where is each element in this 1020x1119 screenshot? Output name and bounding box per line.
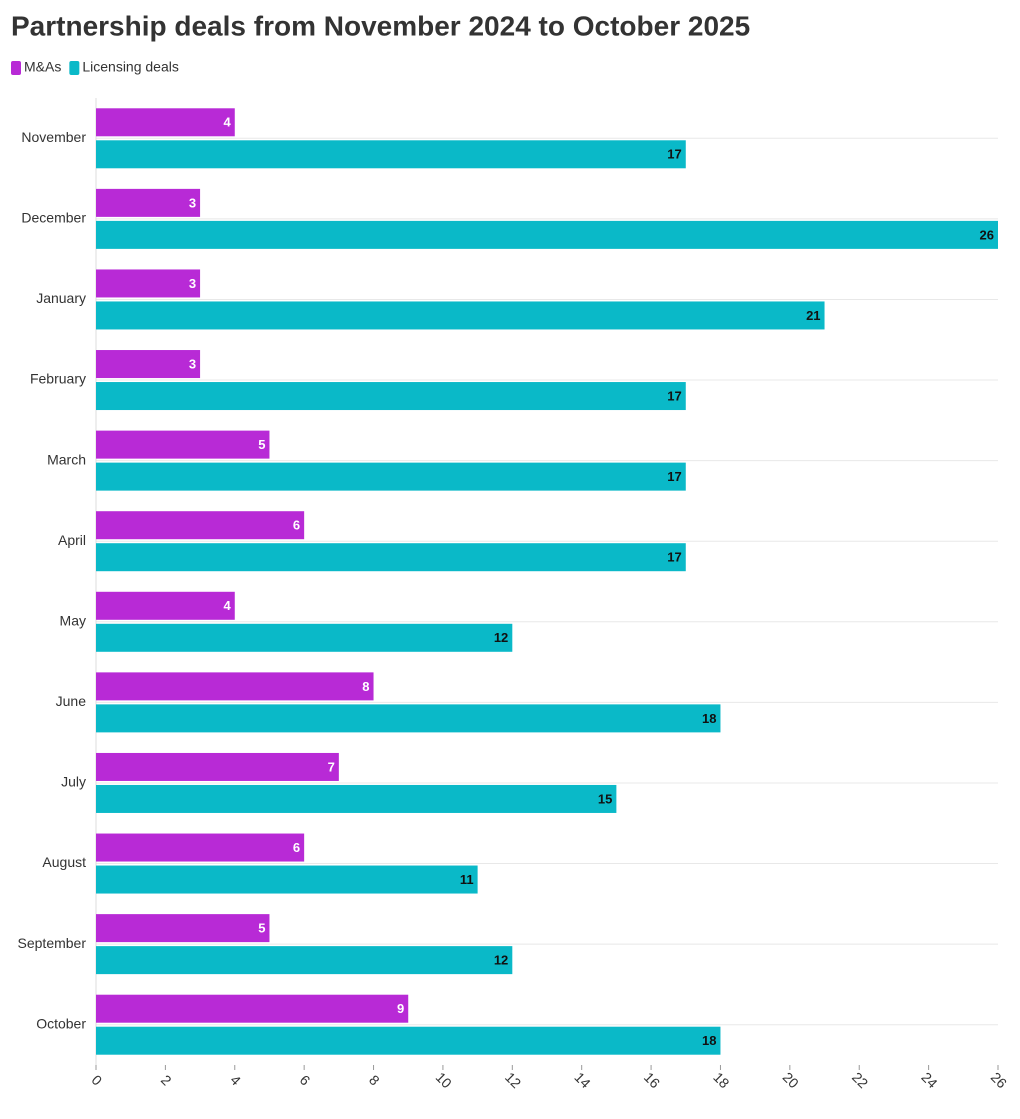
bar bbox=[96, 108, 235, 137]
bar bbox=[96, 623, 513, 652]
chart-title: Partnership deals from November 2024 to … bbox=[11, 10, 750, 41]
data-label: 9 bbox=[397, 1001, 404, 1016]
data-label: 15 bbox=[598, 791, 612, 806]
data-label: 4 bbox=[224, 598, 232, 613]
x-tick-label: 12 bbox=[502, 1069, 524, 1091]
y-tick-label: January bbox=[36, 290, 86, 306]
bar bbox=[96, 994, 409, 1023]
bar bbox=[96, 543, 686, 572]
bar bbox=[96, 784, 617, 813]
y-tick-label: February bbox=[30, 371, 86, 387]
y-tick-label: July bbox=[61, 774, 86, 790]
bar bbox=[96, 1026, 721, 1055]
x-tick-label: 16 bbox=[641, 1069, 663, 1091]
data-label: 6 bbox=[293, 518, 300, 533]
legend-swatch bbox=[11, 61, 21, 75]
legend-label: Licensing deals bbox=[82, 59, 179, 75]
y-tick-label: November bbox=[21, 129, 86, 145]
bar bbox=[96, 591, 235, 620]
data-label: 7 bbox=[328, 759, 335, 774]
data-label: 17 bbox=[667, 469, 681, 484]
x-tick-label: 8 bbox=[366, 1072, 383, 1089]
x-tick-label: 10 bbox=[433, 1069, 455, 1091]
x-tick-label: 26 bbox=[988, 1069, 1010, 1091]
bar bbox=[96, 350, 201, 379]
bar bbox=[96, 752, 339, 781]
bar bbox=[96, 914, 270, 943]
y-tick-label: June bbox=[56, 693, 87, 709]
x-tick-label: 18 bbox=[710, 1069, 732, 1091]
bar bbox=[96, 220, 998, 249]
bar bbox=[96, 511, 305, 540]
data-label: 4 bbox=[224, 115, 232, 130]
bar bbox=[96, 301, 825, 330]
y-tick-label: August bbox=[42, 854, 86, 870]
data-label: 11 bbox=[460, 872, 474, 887]
bar bbox=[96, 430, 270, 459]
data-label: 18 bbox=[702, 1033, 716, 1048]
x-tick-label: 0 bbox=[89, 1072, 106, 1089]
bar bbox=[96, 462, 686, 491]
y-tick-label: March bbox=[47, 451, 86, 467]
y-tick-label: May bbox=[60, 612, 86, 628]
data-label: 3 bbox=[189, 276, 196, 291]
data-label: 26 bbox=[980, 227, 994, 242]
y-tick-label: October bbox=[36, 1015, 86, 1031]
legend-label: M&As bbox=[24, 59, 61, 75]
data-label: 3 bbox=[189, 356, 196, 371]
data-label: 6 bbox=[293, 840, 300, 855]
y-tick-label: April bbox=[58, 532, 86, 548]
x-tick-label: 2 bbox=[158, 1072, 175, 1089]
data-label: 8 bbox=[362, 679, 369, 694]
bar bbox=[96, 865, 478, 894]
data-label: 12 bbox=[494, 953, 508, 968]
data-label: 17 bbox=[667, 147, 681, 162]
y-tick-label: September bbox=[18, 935, 87, 951]
data-label: 5 bbox=[258, 437, 265, 452]
x-tick-label: 20 bbox=[780, 1069, 802, 1091]
bar bbox=[96, 188, 201, 217]
data-label: 12 bbox=[494, 630, 508, 645]
data-label: 18 bbox=[702, 711, 716, 726]
data-label: 5 bbox=[258, 921, 265, 936]
data-label: 3 bbox=[189, 195, 196, 210]
x-tick-label: 24 bbox=[918, 1069, 940, 1091]
data-label: 17 bbox=[667, 550, 681, 565]
bar bbox=[96, 140, 686, 169]
x-tick-label: 14 bbox=[571, 1069, 593, 1091]
bar bbox=[96, 704, 721, 733]
bar bbox=[96, 672, 374, 701]
y-tick-label: December bbox=[21, 210, 86, 226]
x-tick-label: 6 bbox=[297, 1072, 314, 1089]
legend-swatch bbox=[69, 61, 80, 75]
bar bbox=[96, 382, 686, 411]
bar bbox=[96, 269, 201, 298]
data-label: 21 bbox=[806, 308, 820, 323]
x-tick-label: 4 bbox=[227, 1072, 244, 1089]
data-label: 17 bbox=[667, 388, 681, 403]
x-tick-label: 22 bbox=[849, 1069, 871, 1091]
bar bbox=[96, 946, 513, 975]
bar bbox=[96, 833, 305, 862]
